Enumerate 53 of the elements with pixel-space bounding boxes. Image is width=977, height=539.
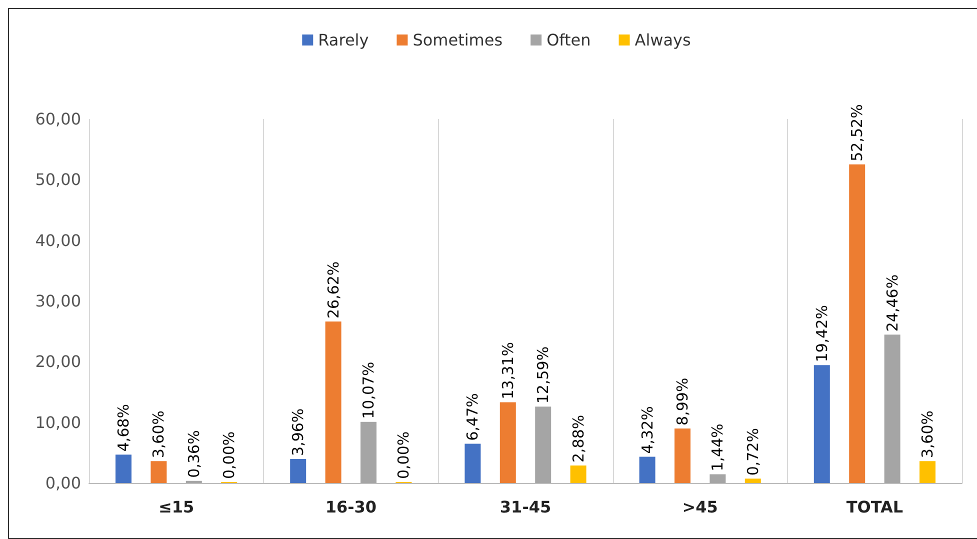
bar [570,466,586,483]
data-label: 4,32% [638,406,656,454]
bar [500,402,516,483]
x-tick-label: >45 [682,498,718,516]
data-label: 3,96% [289,408,308,456]
data-label: 10,07% [360,362,378,419]
bar [150,461,167,483]
legend-label: Often [546,30,591,50]
data-label: 3,60% [918,410,936,458]
bar [710,474,726,483]
y-tick-label: 50,00 [35,170,81,190]
y-tick-label: 60,00 [35,110,81,128]
legend-label: Rarely [318,30,369,50]
data-label: 0,00% [220,431,238,479]
bar [290,458,306,483]
bar [325,322,342,483]
bar [116,454,132,483]
data-label: 12,59% [534,346,552,404]
bar [535,406,552,483]
x-tick-label: ≤15 [158,498,194,516]
data-label: 2,88% [569,414,588,463]
bar [814,365,830,483]
y-tick-label: 10,00 [35,412,81,432]
data-label: 24,46% [883,274,902,332]
x-tick-label: 16-30 [325,498,376,516]
legend-label: Sometimes [412,30,503,50]
bar [360,422,376,483]
bar [884,334,900,483]
y-tick-label: 0,00 [45,474,81,492]
bar [639,456,656,483]
y-tick-label: 20,00 [35,352,81,372]
data-label: 3,60% [150,410,168,458]
data-label: 52,52% [848,104,866,162]
data-label: 0,72% [744,428,762,476]
y-tick-label: 30,00 [35,292,81,310]
x-tick-label: 31-45 [500,498,552,516]
data-label: 0,36% [184,430,203,478]
data-label: 13,31% [498,342,517,400]
data-label: 26,62% [324,261,342,319]
data-label: 0,00% [394,431,413,479]
bar [744,478,761,483]
data-label: 19,42% [812,304,831,362]
bar [464,444,481,483]
data-label: 6,47% [464,393,482,441]
legend-label: Always [634,30,691,50]
data-label: 1,44% [708,424,727,472]
bar [920,461,936,483]
data-label: 4,68% [114,404,132,452]
y-tick-label: 40,00 [35,230,81,250]
bar [674,428,690,483]
bar [849,164,866,483]
data-label: 8,99% [674,378,692,426]
x-tick-label: TOTAL [846,498,904,516]
